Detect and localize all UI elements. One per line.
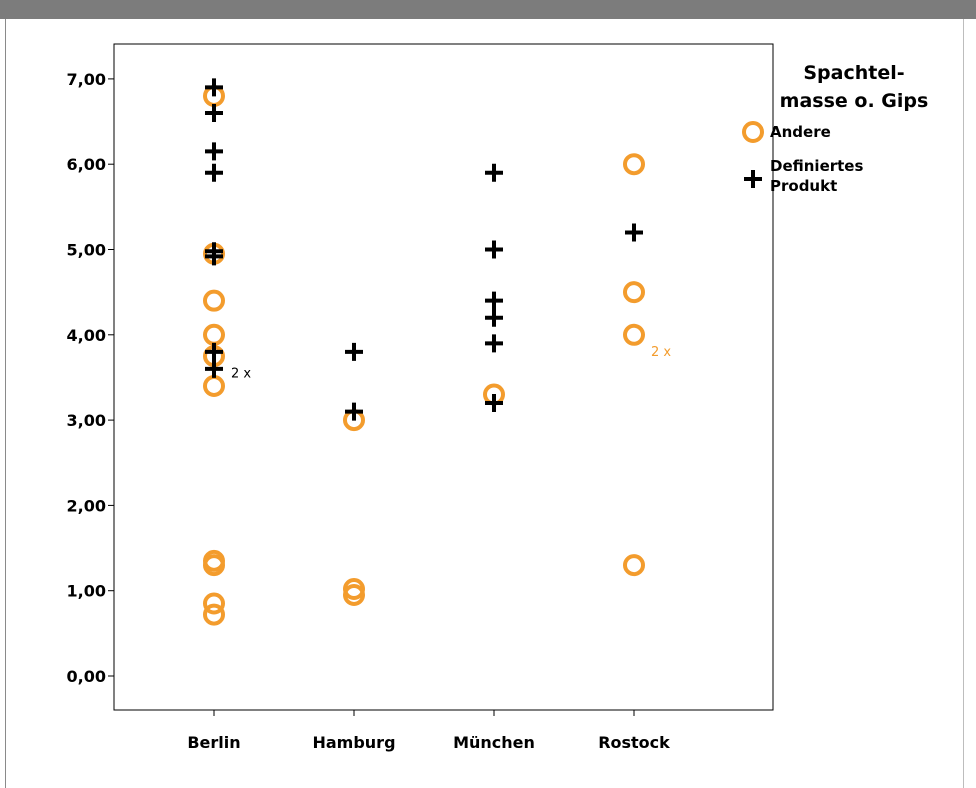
data-point-definiertes-produkt bbox=[485, 163, 503, 182]
y-tick-label: 6,00 bbox=[67, 155, 106, 174]
data-point-andere bbox=[623, 554, 645, 577]
data-point-definiertes-produkt bbox=[485, 394, 503, 413]
data-point-andere bbox=[203, 374, 225, 397]
data-point-definiertes-produkt bbox=[485, 291, 503, 310]
data-point-andere bbox=[203, 554, 225, 577]
data-point-definiertes-produkt bbox=[345, 402, 363, 421]
data-point-andere bbox=[203, 592, 225, 615]
data-point-definiertes-produkt bbox=[205, 104, 223, 123]
y-tick-label: 3,00 bbox=[67, 411, 106, 430]
legend-title: Spachtel- bbox=[803, 62, 904, 84]
data-point-definiertes-produkt bbox=[485, 334, 503, 353]
y-tick-label: 7,00 bbox=[67, 70, 106, 89]
data-point-andere bbox=[623, 153, 645, 176]
data-point-andere bbox=[623, 323, 645, 346]
data-point-andere bbox=[203, 323, 225, 346]
x-tick-label: Berlin bbox=[187, 733, 240, 752]
y-tick-label: 0,00 bbox=[67, 667, 106, 686]
window-top-bar bbox=[0, 0, 976, 19]
data-point-definiertes-produkt bbox=[205, 142, 223, 161]
plot-area bbox=[113, 43, 774, 711]
left-border bbox=[5, 19, 6, 788]
y-tick-label: 1,00 bbox=[67, 582, 106, 601]
data-point-definiertes-produkt bbox=[205, 78, 223, 97]
right-border bbox=[963, 19, 964, 788]
data-point-definiertes-produkt bbox=[345, 342, 363, 361]
legend-label-definiertes-produkt: Produkt bbox=[770, 177, 837, 195]
data-point-definiertes-produkt bbox=[485, 308, 503, 327]
x-tick-label: München bbox=[453, 733, 535, 752]
data-point-definiertes-produkt bbox=[205, 342, 223, 361]
y-tick-label: 4,00 bbox=[67, 326, 106, 345]
legend-marker-andere bbox=[742, 121, 764, 143]
data-point-andere bbox=[203, 603, 225, 626]
x-tick-label: Hamburg bbox=[312, 733, 395, 752]
data-point-definiertes-produkt bbox=[485, 240, 503, 259]
y-tick-label: 5,00 bbox=[67, 241, 106, 260]
y-tick-label: 2,00 bbox=[67, 496, 106, 515]
data-point-definiertes-produkt bbox=[625, 223, 643, 242]
legend-label-definiertes-produkt: Definiertes bbox=[770, 157, 863, 175]
multiplicity-label: 2 x bbox=[651, 345, 671, 360]
data-point-andere bbox=[203, 289, 225, 312]
data-point-definiertes-produkt bbox=[205, 163, 223, 182]
data-point-andere bbox=[623, 281, 645, 304]
multiplicity-label: 2 x bbox=[231, 366, 251, 381]
legend-marker-definiertes-produkt bbox=[744, 170, 762, 188]
legend-title: masse o. Gips bbox=[780, 90, 929, 112]
data-point-definiertes-produkt bbox=[205, 247, 223, 266]
x-tick-label: Rostock bbox=[598, 733, 670, 752]
legend-label-andere: Andere bbox=[770, 123, 831, 141]
data-point-andere bbox=[343, 583, 365, 606]
data-point-definiertes-produkt bbox=[205, 359, 223, 378]
